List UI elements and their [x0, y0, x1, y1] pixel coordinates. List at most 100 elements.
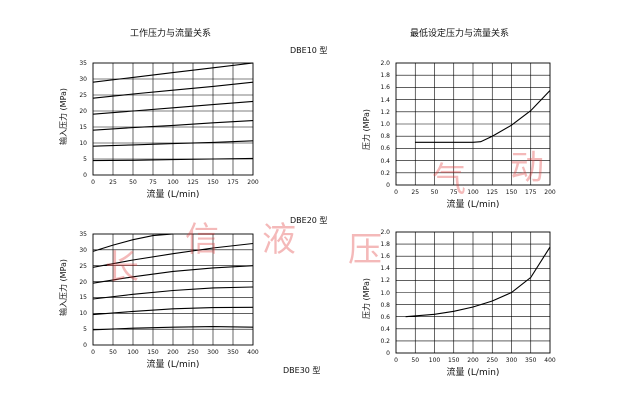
- y-tick-label: 20: [79, 278, 87, 286]
- watermark-char: 动: [510, 148, 544, 188]
- model-label-dbe10: DBE10 型: [290, 46, 328, 55]
- series-line-6: [92, 233, 174, 252]
- y-tick-label: 15: [79, 124, 87, 131]
- y-tick-label: 1.4: [380, 265, 390, 273]
- x-tick-label: 200: [167, 349, 179, 356]
- x-tick-label: 200: [544, 189, 556, 196]
- x-axis-title: 流量 (L/min): [146, 190, 200, 200]
- series-line-3: [92, 286, 254, 300]
- x-tick-label: 0: [91, 349, 95, 356]
- y-tick-label: 10: [79, 310, 87, 318]
- y-tick-label: 25: [79, 262, 87, 270]
- y-axis-title: 输入压力 (MPa): [59, 258, 68, 316]
- x-axis-title: 流量 (L/min): [446, 200, 500, 210]
- y-tick-label: 35: [79, 231, 87, 238]
- y-tick-label: 10: [79, 140, 87, 147]
- series-line-1: [405, 246, 551, 318]
- x-tick-label: 100: [428, 357, 441, 364]
- x-tick-label: 175: [227, 179, 239, 186]
- x-tick-label: 150: [207, 179, 219, 186]
- y-tick-label: 0.8: [380, 301, 390, 309]
- series-line-4: [92, 100, 254, 115]
- series-line-5: [92, 81, 254, 99]
- x-tick-label: 0: [394, 357, 398, 364]
- y-axis-title: 压力 (MPa): [362, 108, 371, 150]
- y-tick-label: 1.4: [380, 96, 390, 104]
- x-tick-label: 400: [247, 349, 259, 356]
- series-line-6: [92, 62, 254, 83]
- y-tick-label: 15: [79, 294, 87, 302]
- y-tick-label: 35: [79, 60, 87, 67]
- y-tick-label: 1.0: [380, 121, 390, 128]
- series-line-1: [415, 90, 551, 143]
- watermark-char: 液: [262, 220, 296, 260]
- y-tick-label: 0.4: [380, 157, 390, 165]
- series-line-2: [92, 140, 254, 147]
- left-column-title: 工作压力与流量关系: [130, 29, 212, 39]
- y-tick-label: 1.6: [380, 253, 390, 261]
- y-tick-label: 2.0: [380, 60, 390, 67]
- x-tick-label: 50: [411, 357, 420, 364]
- series-line-4: [92, 265, 254, 284]
- x-tick-label: 200: [247, 179, 259, 186]
- x-tick-label: 100: [467, 189, 479, 196]
- y-tick-label: 25: [79, 92, 87, 99]
- y-tick-label: 1.8: [380, 241, 390, 249]
- x-tick-label: 400: [544, 357, 556, 364]
- series-line-3: [92, 120, 254, 131]
- x-tick-label: 350: [227, 349, 239, 356]
- y-tick-label: 5: [83, 326, 87, 334]
- y-tick-label: 0.4: [380, 325, 390, 333]
- x-tick-label: 50: [430, 189, 439, 196]
- x-tick-label: 100: [167, 179, 179, 186]
- x-tick-label: 75: [449, 189, 458, 196]
- y-tick-label: 2.0: [380, 229, 390, 236]
- x-tick-label: 175: [525, 189, 537, 196]
- x-tick-label: 50: [129, 179, 137, 186]
- series-line-2: [92, 306, 254, 316]
- model-label-dbe30: DBE30 型: [283, 366, 321, 375]
- right-column-title: 最低设定压力与流量关系: [410, 29, 510, 39]
- y-tick-label: 1.6: [380, 84, 390, 92]
- y-tick-label: 20: [79, 108, 87, 115]
- x-tick-label: 50: [109, 349, 117, 356]
- watermark-char: 压: [348, 230, 382, 270]
- y-tick-label: 0: [83, 342, 87, 349]
- y-axis-title: 压力 (MPa): [362, 277, 371, 319]
- y-tick-label: 30: [79, 76, 87, 83]
- series-line-1: [92, 157, 254, 162]
- y-tick-label: 5: [83, 156, 87, 163]
- y-axis-title: 输入压力 (MPa): [59, 87, 68, 145]
- x-tick-label: 200: [467, 357, 479, 364]
- x-tick-label: 0: [394, 189, 398, 196]
- watermark-char: 气: [432, 160, 466, 200]
- y-tick-label: 0: [83, 172, 87, 179]
- y-tick-label: 1.0: [380, 289, 390, 297]
- y-tick-label: 0.2: [380, 169, 390, 177]
- series-line-1: [92, 326, 254, 331]
- x-tick-label: 75: [149, 179, 157, 186]
- y-tick-label: 0.6: [380, 145, 390, 153]
- x-tick-label: 125: [187, 179, 199, 186]
- x-tick-label: 150: [505, 189, 518, 196]
- x-tick-label: 25: [411, 189, 420, 196]
- x-tick-label: 25: [109, 179, 117, 186]
- y-tick-label: 0: [386, 182, 390, 189]
- x-tick-label: 300: [505, 357, 518, 364]
- x-tick-label: 300: [207, 349, 219, 356]
- x-tick-label: 250: [187, 349, 199, 356]
- series-line-5: [92, 242, 254, 268]
- y-tick-label: 30: [79, 246, 87, 254]
- y-tick-label: 1.2: [380, 108, 390, 116]
- y-tick-label: 1.2: [380, 277, 390, 285]
- y-tick-label: 1.8: [380, 72, 390, 80]
- x-tick-label: 0: [91, 179, 95, 186]
- y-tick-label: 0.8: [380, 133, 390, 141]
- watermark-char: 信: [185, 220, 219, 260]
- x-tick-label: 100: [127, 349, 139, 356]
- watermark-char: 长: [105, 248, 139, 288]
- x-axis-title: 流量 (L/min): [446, 368, 500, 378]
- y-tick-label: 0.2: [380, 337, 390, 345]
- y-tick-label: 0.6: [380, 313, 390, 321]
